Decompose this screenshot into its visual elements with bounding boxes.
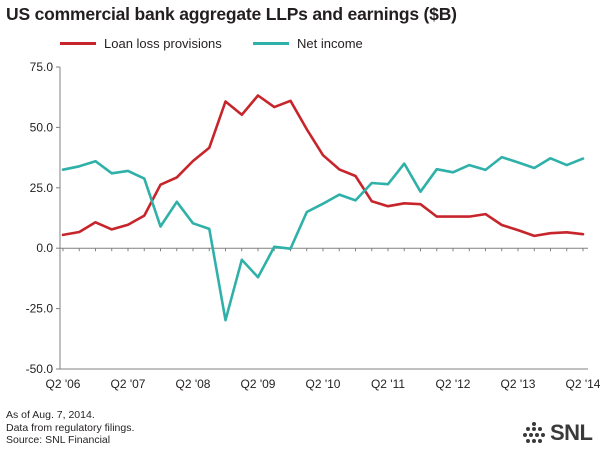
x-tick-label: Q2 '09 [241,377,276,391]
legend-item-llp: Loan loss provisions [60,36,222,51]
x-tick-label: Q2 '14 [566,377,600,391]
x-tick-label: Q2 '10 [306,377,341,391]
series-line-loan-loss-provisions [61,94,585,238]
x-tick-label: Q2 '06 [46,377,81,391]
x-tick-label: Q2 '07 [111,377,146,391]
y-tick-label: 75.0 [30,60,54,74]
legend-swatch-net-income [253,42,289,45]
y-tick-label: -25.0 [26,302,54,316]
footnote-data: Data from regulatory filings. [6,421,135,434]
snl-logo: SNL [522,420,593,446]
legend-item-net-income: Net income [253,36,363,51]
x-tick-label: Q2 '08 [176,377,211,391]
footnote-source: Source: SNL Financial [6,434,111,446]
series-line-net-income [61,155,585,322]
legend-label-llp: Loan loss provisions [104,36,222,51]
chart-legend: Loan loss provisions Net income [0,36,600,54]
x-tick-label: Q2 '13 [501,377,536,391]
dot-grid-icon [523,422,545,443]
footnote-date: As of Aug. 7, 2014. [6,409,95,421]
y-tick-label: 25.0 [30,181,54,195]
x-tick-label: Q2 '11 [371,377,405,391]
y-tick-label: -50.0 [26,362,54,376]
footnotes: As of Aug. 7, 2014. Data from regulatory… [6,409,134,447]
legend-label-net-income: Net income [297,36,363,51]
logo-text: SNL [550,420,593,445]
chart-title: US commercial bank aggregate LLPs and ea… [6,4,457,24]
legend-swatch-llp [60,42,96,45]
x-tick-label: Q2 '12 [436,377,471,391]
y-tick-label: 0.0 [36,241,53,255]
y-tick-label: 50.0 [30,120,54,134]
